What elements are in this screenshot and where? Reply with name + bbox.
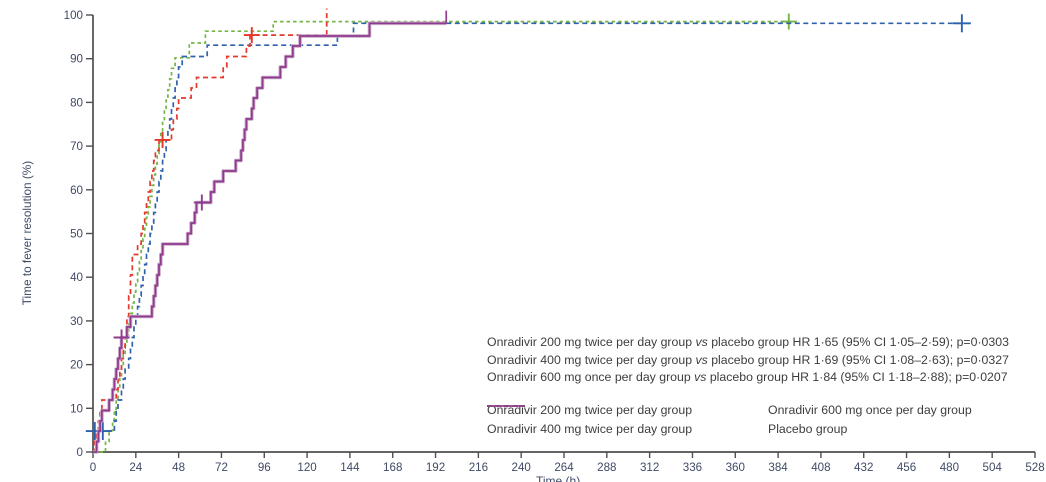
svg-text:40: 40 xyxy=(70,271,83,284)
svg-text:0: 0 xyxy=(90,461,96,474)
svg-text:528: 528 xyxy=(1025,461,1044,474)
svg-text:456: 456 xyxy=(897,461,916,474)
vs-text: vs xyxy=(694,370,707,385)
svg-text:10: 10 xyxy=(70,402,83,415)
legend-label: Onradivir 400 mg twice per day group xyxy=(487,421,693,436)
legend: Onradivir 200 mg twice per day group Onr… xyxy=(487,401,972,438)
hr-group-name: Onradivir 400 mg twice per day group xyxy=(487,352,693,367)
svg-text:504: 504 xyxy=(983,461,1003,474)
svg-text:72: 72 xyxy=(215,461,228,474)
svg-text:312: 312 xyxy=(640,461,659,474)
line-sample-icon xyxy=(487,405,525,407)
svg-text:192: 192 xyxy=(426,461,445,474)
legend-item-placebo: Placebo group xyxy=(487,405,972,439)
hr-annotation-line: Onradivir 400 mg twice per day group vs … xyxy=(487,352,1009,370)
legend-item-200mg: Onradivir 200 mg twice per day group xyxy=(487,401,768,420)
svg-text:96: 96 xyxy=(258,461,271,474)
legend-label: Onradivir 600 mg once per day group xyxy=(768,403,972,418)
svg-text:144: 144 xyxy=(340,461,360,474)
vs-text: vs xyxy=(695,335,708,349)
svg-text:24: 24 xyxy=(129,461,142,474)
hr-annotations: Onradivir 200 mg twice per day group vs … xyxy=(487,334,1009,387)
svg-text:240: 240 xyxy=(512,461,531,474)
svg-text:384: 384 xyxy=(768,461,788,474)
svg-text:408: 408 xyxy=(811,461,830,474)
hr-group-name: Onradivir 200 mg twice per day group xyxy=(487,335,693,349)
legend-label: Onradivir 200 mg twice per day group xyxy=(487,403,693,418)
svg-text:432: 432 xyxy=(854,461,873,474)
hr-group-name: Onradivir 600 mg once per day group xyxy=(487,370,691,385)
vs-text: vs xyxy=(695,352,708,367)
svg-text:120: 120 xyxy=(297,461,316,474)
svg-text:480: 480 xyxy=(940,461,959,474)
svg-text:80: 80 xyxy=(70,96,83,109)
svg-text:70: 70 xyxy=(70,140,83,153)
hr-annotation-line: Onradivir 600 mg once per day group vs p… xyxy=(487,369,1009,387)
svg-text:90: 90 xyxy=(70,53,83,66)
svg-text:360: 360 xyxy=(726,461,745,474)
legend-item-400mg: Onradivir 400 mg twice per day group xyxy=(487,405,768,439)
svg-text:168: 168 xyxy=(383,461,402,474)
svg-text:0: 0 xyxy=(77,446,83,459)
svg-text:48: 48 xyxy=(172,461,185,474)
hr-stats: placebo group HR 1·69 (95% CI 1·08–2·63)… xyxy=(711,352,1009,367)
legend-label: Placebo group xyxy=(768,421,848,436)
hr-annotation-line: Onradivir 200 mg twice per day group vs … xyxy=(487,334,1009,352)
svg-text:20: 20 xyxy=(70,359,83,372)
svg-text:264: 264 xyxy=(554,461,574,474)
y-axis-title: Time to fever resolution (%) xyxy=(20,160,34,306)
svg-text:336: 336 xyxy=(683,461,702,474)
hr-stats: placebo group HR 1·84 (95% CI 1·18–2·88)… xyxy=(709,370,1008,385)
svg-text:288: 288 xyxy=(597,461,616,474)
x-axis-title: Time (h) xyxy=(536,474,581,482)
svg-text:50: 50 xyxy=(70,228,83,241)
svg-text:30: 30 xyxy=(70,315,83,328)
legend-item-600mg: Onradivir 600 mg once per day group xyxy=(487,401,972,420)
svg-text:60: 60 xyxy=(70,184,83,197)
hr-stats: placebo group HR 1·65 (95% CI 1·05–2·59)… xyxy=(711,335,1009,349)
svg-text:100: 100 xyxy=(64,9,83,22)
svg-text:216: 216 xyxy=(469,461,488,474)
